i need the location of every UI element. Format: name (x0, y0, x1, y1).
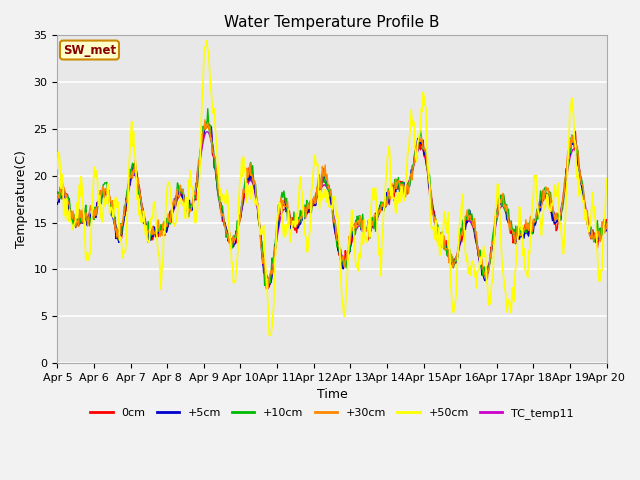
X-axis label: Time: Time (317, 388, 348, 401)
Y-axis label: Temperature(C): Temperature(C) (15, 150, 28, 248)
Text: SW_met: SW_met (63, 44, 116, 57)
Title: Water Temperature Profile B: Water Temperature Profile B (224, 15, 440, 30)
Legend: 0cm, +5cm, +10cm, +30cm, +50cm, TC_temp11: 0cm, +5cm, +10cm, +30cm, +50cm, TC_temp1… (86, 403, 578, 423)
